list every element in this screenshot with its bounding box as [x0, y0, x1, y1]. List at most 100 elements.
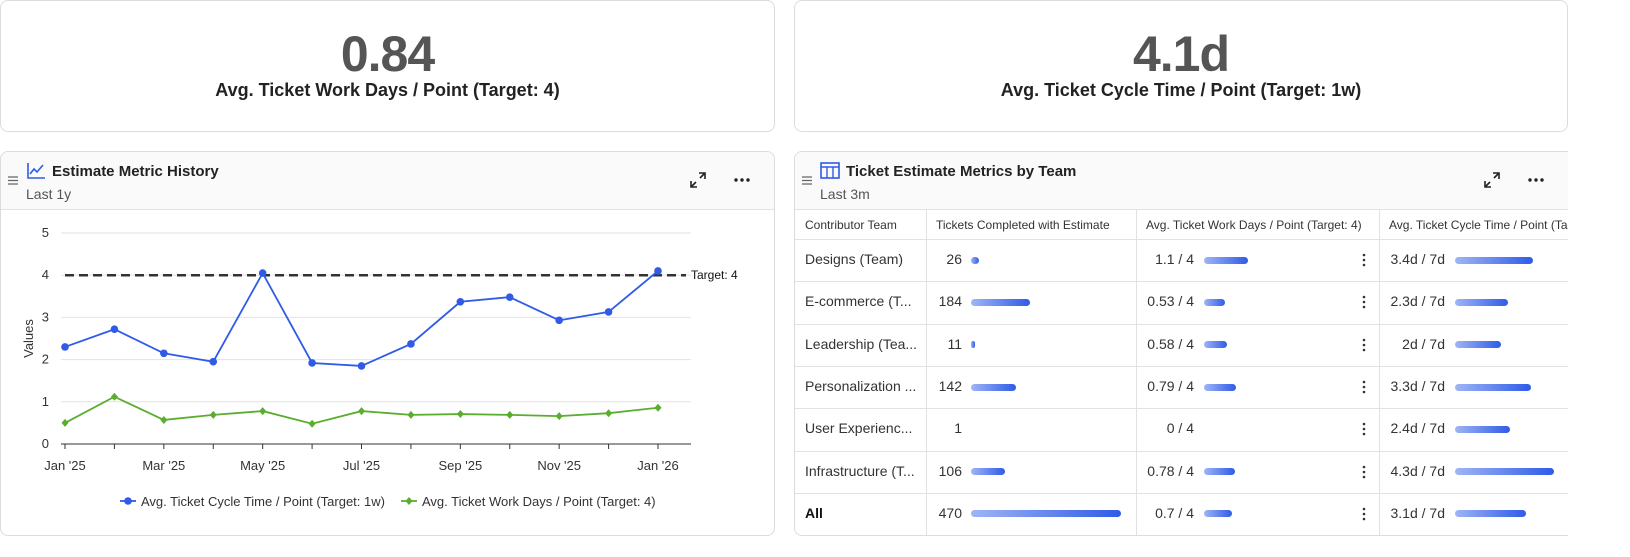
work-days-value: 1.1 / 4 — [1155, 251, 1194, 268]
drag-handle[interactable] — [8, 176, 18, 185]
tickets-value: 470 — [938, 504, 962, 521]
legend-label: Avg. Ticket Cycle Time / Point (Target: … — [141, 494, 385, 509]
tickets-value: 11 — [947, 335, 962, 352]
panel-subtitle: Last 3m — [820, 186, 870, 202]
point — [605, 409, 613, 418]
team-name: Personalization ... — [805, 378, 917, 395]
column-header: Avg. Ticket Work Days / Point (Target: 4… — [1146, 218, 1362, 232]
cycle-time-bar — [1455, 383, 1531, 391]
cycle-time-bar — [1455, 256, 1534, 264]
point — [258, 269, 267, 277]
point — [358, 407, 365, 416]
row-divider — [795, 408, 1568, 410]
cell-menu[interactable] — [1362, 252, 1366, 268]
tickets-value: 106 — [938, 462, 962, 479]
tickets-value: 142 — [938, 378, 962, 395]
column-divider — [926, 209, 927, 535]
panel-title: Estimate Metric History — [52, 163, 219, 180]
x-tick-label: Jan '25 — [44, 458, 86, 473]
more-button[interactable] — [734, 178, 750, 182]
point — [61, 343, 69, 351]
point — [654, 267, 662, 275]
row-divider — [795, 450, 1568, 452]
point — [654, 403, 662, 412]
point — [308, 419, 316, 428]
cell-menu[interactable] — [1362, 379, 1366, 395]
cycle-time-value: 2d / 7d — [1402, 335, 1445, 352]
x-tick-label: Jan '26 — [637, 458, 679, 473]
column-divider — [1379, 209, 1380, 535]
team-name: All — [805, 504, 823, 521]
work-days-bar — [1204, 510, 1232, 518]
kpi-card: 0.84 Avg. Ticket Work Days / Point (Targ… — [0, 0, 775, 132]
row-divider — [795, 239, 1568, 240]
point — [505, 293, 514, 301]
team-name: Leadership (Tea... — [805, 335, 918, 352]
point — [308, 359, 316, 367]
team-name: Designs (Team) — [805, 251, 904, 268]
x-tick-label: Nov '25 — [537, 458, 581, 473]
cell-menu[interactable] — [1362, 294, 1366, 310]
x-tick-label: May '25 — [240, 458, 285, 473]
history-panel: Estimate Metric History Last 1y Values 0 1… — [0, 151, 775, 536]
cycle-time-value: 2.4d / 7d — [1390, 420, 1446, 437]
expand-button[interactable] — [690, 172, 706, 188]
expand-button[interactable] — [1484, 172, 1500, 188]
work-days-bar — [1204, 383, 1236, 391]
work-days-bar — [1204, 256, 1248, 264]
work-days-value: 0.7 / 4 — [1155, 504, 1194, 521]
cell-menu[interactable] — [1362, 421, 1366, 437]
kpi-value: 0.84 — [340, 26, 435, 82]
point — [209, 357, 218, 366]
cycle-time-bar — [1455, 468, 1554, 476]
tickets-value: 184 — [938, 293, 962, 310]
team-name: E-commerce (T... — [805, 293, 912, 310]
point — [456, 410, 464, 419]
cycle-time-value: 3.3d / 7d — [1390, 378, 1446, 395]
row-divider — [795, 281, 1568, 283]
work-days-value: 0.79 / 4 — [1147, 378, 1194, 395]
y-tick-label: 4 — [42, 267, 49, 282]
x-tick-label: Sep '25 — [438, 458, 482, 473]
cycle-time-bar — [1455, 298, 1508, 306]
table-icon — [820, 162, 840, 179]
x-tick-label: Mar '25 — [142, 458, 185, 473]
target-label: Target: 4 — [691, 268, 738, 282]
row-divider — [795, 323, 1568, 325]
point — [357, 362, 366, 370]
cell-menu[interactable] — [1362, 506, 1366, 522]
team-name: User Experienc... — [805, 420, 913, 437]
tickets-value: 26 — [946, 251, 962, 268]
point — [456, 297, 465, 306]
point — [604, 308, 613, 316]
cycle-time-bar — [1455, 510, 1527, 518]
point — [506, 410, 514, 419]
kpi-label: Avg. Ticket Work Days / Point (Target: 4… — [215, 80, 560, 100]
point — [110, 392, 118, 401]
point — [209, 410, 217, 419]
y-tick-label: 0 — [42, 436, 49, 451]
point — [160, 415, 168, 424]
tickets-value: 1 — [954, 420, 962, 437]
work-days-bar — [1204, 341, 1228, 349]
more-button[interactable] — [1528, 178, 1544, 182]
panel-header: Estimate Metric History Last 1y — [1, 152, 774, 210]
point — [259, 407, 267, 416]
column-header: Tickets Completed with Estimate — [936, 218, 1110, 232]
work-days-bar — [1204, 298, 1226, 306]
point — [61, 418, 69, 427]
cell-menu[interactable] — [1362, 337, 1366, 353]
cycle-time-bar — [1455, 425, 1511, 433]
column-header: Avg. Ticket Cycle Time / Point (Targ — [1389, 218, 1568, 232]
x-tick-label: Jul '25 — [343, 458, 380, 473]
cell-menu[interactable] — [1362, 464, 1366, 480]
drag-handle[interactable] — [802, 176, 812, 185]
y-tick-label: 5 — [42, 225, 49, 240]
tickets-bar — [971, 341, 975, 349]
y-axis-label: Values — [21, 319, 36, 358]
column-divider — [1136, 209, 1137, 535]
panel-subtitle: Last 1y — [26, 186, 72, 202]
tickets-bar — [971, 298, 1030, 306]
point — [407, 340, 415, 348]
table-panel: Ticket Estimate Metrics by Team Last 3m … — [794, 151, 1568, 536]
